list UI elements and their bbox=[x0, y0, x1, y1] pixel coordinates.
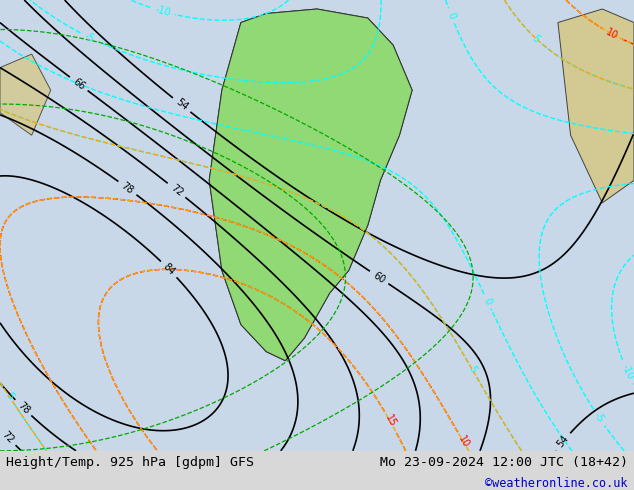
Text: -10: -10 bbox=[620, 363, 634, 381]
Text: 54: 54 bbox=[174, 97, 190, 113]
Polygon shape bbox=[209, 9, 412, 361]
Text: -10: -10 bbox=[153, 4, 171, 18]
Text: 0: 0 bbox=[482, 296, 493, 306]
Text: 10: 10 bbox=[456, 434, 471, 449]
Polygon shape bbox=[209, 9, 412, 361]
Text: 10: 10 bbox=[604, 26, 620, 41]
Text: 0: 0 bbox=[446, 11, 457, 21]
Text: 72: 72 bbox=[169, 182, 184, 198]
Text: -5: -5 bbox=[82, 31, 96, 44]
Text: 66: 66 bbox=[71, 76, 87, 92]
Text: 5: 5 bbox=[530, 33, 541, 44]
Text: 84: 84 bbox=[161, 262, 177, 277]
Polygon shape bbox=[0, 54, 51, 135]
Text: 5: 5 bbox=[3, 391, 15, 402]
Polygon shape bbox=[558, 9, 634, 203]
Text: 78: 78 bbox=[15, 400, 31, 416]
Text: ©weatheronline.co.uk: ©weatheronline.co.uk bbox=[485, 477, 628, 490]
Text: Mo 23-09-2024 12:00 JTC (18+42): Mo 23-09-2024 12:00 JTC (18+42) bbox=[380, 456, 628, 469]
Text: 5: 5 bbox=[466, 364, 478, 374]
Text: -5: -5 bbox=[592, 411, 606, 424]
Text: 78: 78 bbox=[119, 180, 136, 196]
Text: 72: 72 bbox=[0, 429, 16, 445]
Text: 15: 15 bbox=[383, 414, 398, 429]
Text: 54: 54 bbox=[555, 434, 571, 450]
Text: 60: 60 bbox=[372, 270, 387, 285]
Text: Height/Temp. 925 hPa [gdpm] GFS: Height/Temp. 925 hPa [gdpm] GFS bbox=[6, 456, 254, 469]
